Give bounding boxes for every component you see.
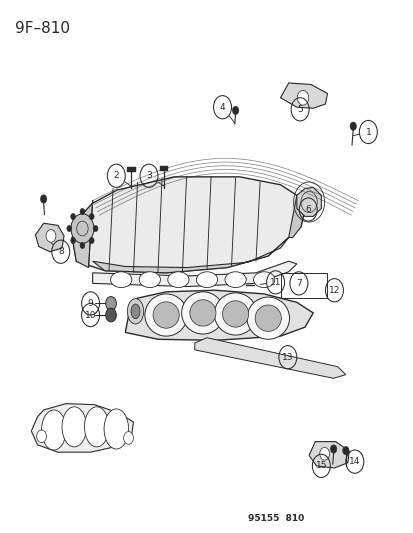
Text: 3: 3 [146, 171, 152, 180]
Circle shape [105, 308, 116, 322]
Circle shape [71, 213, 76, 220]
Circle shape [342, 446, 348, 455]
Circle shape [71, 214, 94, 243]
Text: 10: 10 [85, 311, 96, 319]
Polygon shape [31, 403, 133, 452]
Text: 7: 7 [295, 279, 301, 288]
Circle shape [319, 447, 329, 460]
Ellipse shape [181, 292, 223, 334]
Bar [127, 167, 135, 172]
Circle shape [123, 432, 133, 444]
Text: 9F–810: 9F–810 [15, 21, 70, 36]
Polygon shape [72, 200, 93, 268]
Ellipse shape [131, 304, 140, 319]
Ellipse shape [190, 300, 216, 326]
Ellipse shape [153, 302, 179, 328]
Polygon shape [72, 177, 304, 273]
Bar [280, 273, 327, 298]
Text: 9: 9 [88, 299, 93, 308]
Ellipse shape [41, 410, 66, 450]
Text: 13: 13 [281, 353, 293, 362]
Circle shape [71, 237, 76, 244]
Polygon shape [36, 223, 64, 252]
Polygon shape [288, 195, 304, 238]
Ellipse shape [62, 407, 86, 447]
Text: 6: 6 [305, 205, 311, 214]
Circle shape [349, 122, 356, 131]
Ellipse shape [84, 407, 109, 447]
Text: 4: 4 [219, 103, 225, 112]
Circle shape [297, 90, 308, 105]
Ellipse shape [127, 298, 143, 324]
Ellipse shape [139, 272, 160, 288]
Circle shape [89, 237, 94, 244]
Polygon shape [93, 261, 296, 287]
Ellipse shape [104, 409, 128, 449]
Ellipse shape [196, 272, 217, 288]
Circle shape [40, 195, 47, 203]
Ellipse shape [222, 301, 248, 327]
Text: 12: 12 [328, 286, 339, 295]
Text: 8: 8 [58, 247, 64, 256]
Text: 15: 15 [315, 462, 326, 471]
Bar [160, 166, 168, 171]
Ellipse shape [253, 272, 274, 288]
Circle shape [330, 445, 336, 453]
Polygon shape [125, 290, 313, 341]
Circle shape [93, 225, 98, 232]
Text: 5: 5 [297, 105, 302, 114]
Text: 1: 1 [365, 127, 370, 136]
Polygon shape [296, 188, 320, 216]
Polygon shape [280, 83, 327, 108]
Circle shape [80, 243, 85, 249]
Polygon shape [309, 442, 348, 468]
Ellipse shape [167, 272, 189, 288]
Text: 2: 2 [113, 171, 119, 180]
Ellipse shape [254, 305, 281, 332]
Circle shape [89, 213, 94, 220]
Ellipse shape [214, 293, 256, 335]
Text: 95155  810: 95155 810 [247, 514, 304, 523]
Circle shape [232, 106, 238, 115]
Circle shape [105, 296, 116, 310]
Circle shape [80, 208, 85, 215]
Polygon shape [194, 338, 345, 378]
Circle shape [37, 430, 46, 443]
Text: 11: 11 [269, 278, 281, 287]
Circle shape [46, 230, 56, 242]
Ellipse shape [145, 294, 187, 336]
Ellipse shape [224, 272, 246, 288]
Ellipse shape [247, 297, 289, 340]
Circle shape [66, 225, 71, 232]
Text: 14: 14 [348, 457, 360, 466]
Ellipse shape [110, 272, 131, 288]
Polygon shape [93, 238, 288, 273]
